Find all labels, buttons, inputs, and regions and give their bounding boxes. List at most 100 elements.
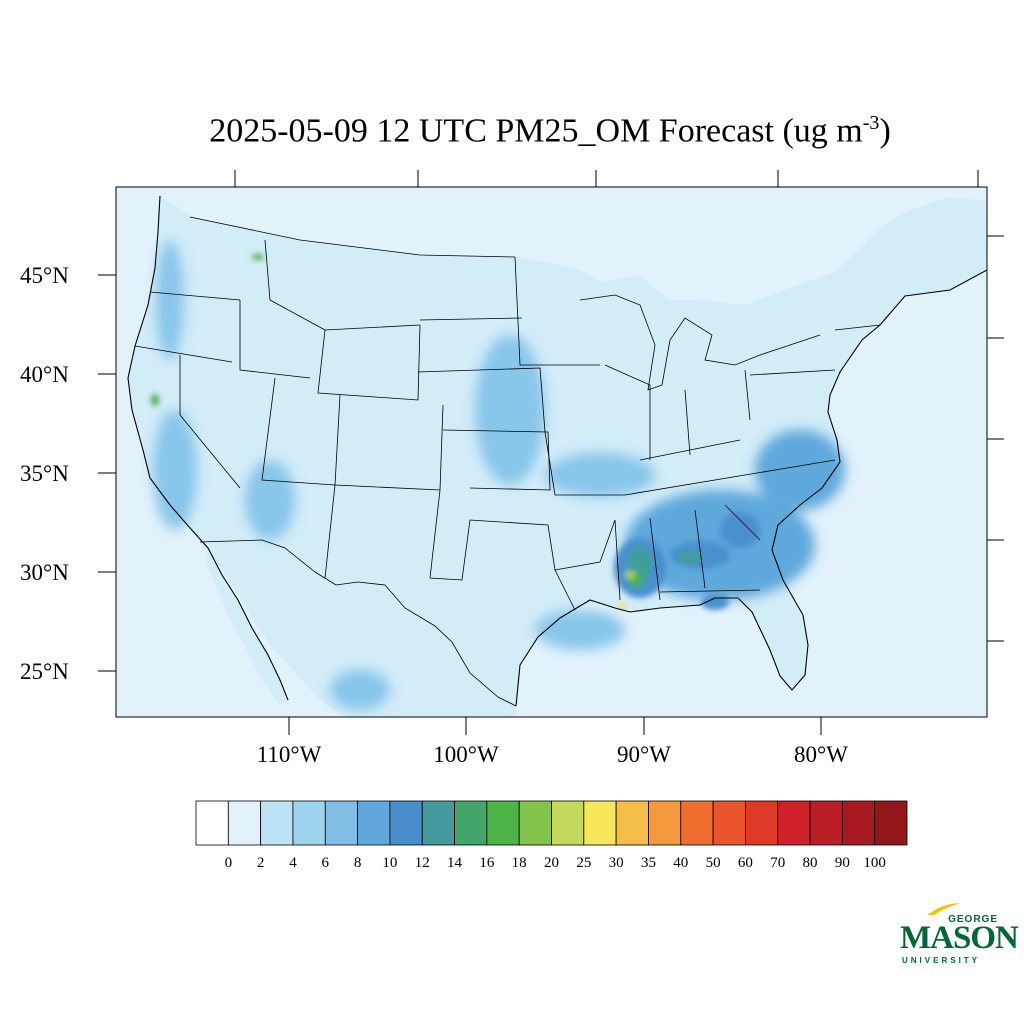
colorbar-label: 70 — [770, 855, 785, 871]
state-line-in-oh — [684, 389, 691, 456]
state-line-wy — [317, 324, 421, 401]
colorbar-label: 8 — [354, 855, 362, 871]
state-line-il-in — [604, 364, 651, 460]
colorbar-swatch — [551, 800, 585, 846]
state-line-ga-fl — [659, 589, 761, 593]
map-title-close: ) — [879, 112, 891, 150]
colorbar-label: 80 — [803, 855, 818, 871]
logo-swoosh-icon — [928, 903, 961, 915]
lon-label-80: 80°W — [794, 742, 848, 767]
hotspot-nevada — [151, 394, 159, 406]
colorbar-swatch — [841, 800, 876, 846]
colorbar-swatch — [486, 800, 520, 846]
colorbar-swatch — [583, 800, 617, 846]
map-title-text: 2025-05-09 12 UTC PM25_OM Forecast (ug m — [209, 112, 863, 150]
state-line-nm — [324, 484, 336, 579]
state-line-or-ca — [134, 345, 233, 363]
state-line-la-ms — [554, 519, 621, 601]
state-boundaries — [134, 216, 881, 707]
logo-mason: MASON — [900, 920, 1019, 956]
colorbar-label: 18 — [512, 855, 527, 871]
state-line-tn-ky — [624, 469, 776, 496]
gmu-logo: GEORGE MASON UNIVERSITY — [896, 900, 1019, 970]
colorbar-swatch — [874, 800, 908, 846]
state-line-mt — [264, 239, 421, 331]
state-line-wa-or — [149, 291, 241, 301]
colorbar-swatch — [227, 800, 262, 846]
lon-label-90: 90°W — [617, 742, 671, 767]
coastline — [127, 195, 987, 707]
colorbar-swatch — [260, 800, 294, 846]
map-title: 2025-05-09 12 UTC PM25_OM Forecast (ug m… — [0, 112, 1024, 150]
longitude-labels: 110°W 100°W 90°W 80°W — [257, 742, 849, 767]
patch-arkansas — [545, 453, 655, 497]
patch-arizona — [245, 460, 295, 540]
colorbar-label: 6 — [322, 855, 330, 871]
logo-george: GEORGE — [948, 914, 998, 925]
state-line-ok-ks — [442, 429, 551, 491]
lon-label-100: 100°W — [433, 742, 499, 767]
colorbar-label: 2 — [257, 855, 265, 871]
patch-gulf-coast — [535, 610, 625, 650]
colorbar-label: 100 — [863, 855, 886, 871]
state-line-mo-ar — [544, 431, 625, 496]
lat-label-30: 30°N — [20, 560, 69, 585]
colorbar-label: 35 — [641, 855, 656, 871]
patch-plains — [475, 335, 545, 485]
colorbar-label: 20 — [544, 855, 559, 871]
colorbar-swatch — [648, 800, 682, 846]
patch-mexico — [330, 670, 390, 710]
state-line-new-england — [834, 324, 881, 331]
state-line-al-ga — [694, 509, 706, 589]
colorbar-label: 10 — [382, 855, 397, 871]
colorbar-label: 0 — [225, 855, 233, 871]
outside-ticks — [98, 170, 1004, 735]
colorbar-swatch — [357, 800, 391, 846]
map-frame — [115, 186, 988, 718]
state-line-ms-al — [649, 517, 661, 601]
patch-northwest — [156, 240, 184, 360]
colorbar-swatch — [421, 800, 455, 846]
colorbar-swatch — [680, 800, 714, 846]
logo-university: UNIVERSITY — [902, 956, 981, 965]
lat-label-35: 35°N — [20, 461, 69, 486]
state-line-co — [334, 394, 444, 491]
map-title-superscript: -3 — [862, 112, 880, 134]
lat-label-25: 25°N — [20, 659, 69, 684]
colorbar-label: 14 — [447, 855, 463, 871]
colorbar-label: 60 — [738, 855, 753, 871]
colorbar-swatch — [454, 800, 488, 846]
baja-land — [206, 548, 288, 705]
mexico-land — [200, 540, 516, 717]
hotspot-georgia — [720, 512, 760, 548]
colorbar-label: 4 — [289, 855, 297, 871]
hotspot-montana-green — [252, 254, 264, 260]
colorbar-label: 40 — [673, 855, 688, 871]
patch-california — [153, 410, 197, 530]
colorbar-swatch — [777, 800, 811, 846]
colorbar-swatch — [195, 800, 229, 846]
colorbar-label: 25 — [576, 855, 591, 871]
colorbar-swatch — [292, 800, 326, 846]
state-line-ga-sc — [724, 504, 761, 541]
colorbar-swatch — [518, 800, 552, 846]
state-line-mn-ia — [514, 256, 600, 366]
border-mexico — [199, 539, 517, 707]
colorbar-swatch — [745, 800, 779, 846]
lon-label-110: 110°W — [257, 742, 322, 767]
hotspot-lime — [625, 571, 635, 579]
colorbar-label: 16 — [479, 855, 495, 871]
patch-carolinas — [755, 430, 845, 510]
state-line-ut-az — [261, 377, 336, 486]
lat-label-45: 45°N — [20, 263, 69, 288]
hotspot-alabama-teal — [676, 552, 704, 564]
border-canada — [189, 216, 516, 258]
latitude-labels: 45°N 40°N 35°N 30°N 25°N — [20, 263, 69, 684]
colorbar-swatch — [389, 800, 423, 846]
state-line-ca-nv — [179, 355, 241, 489]
state-line-dakotas — [419, 317, 523, 321]
state-line-va-nc — [774, 459, 836, 471]
colorbar-swatch — [615, 800, 649, 846]
colorbar-swatch — [809, 800, 843, 846]
